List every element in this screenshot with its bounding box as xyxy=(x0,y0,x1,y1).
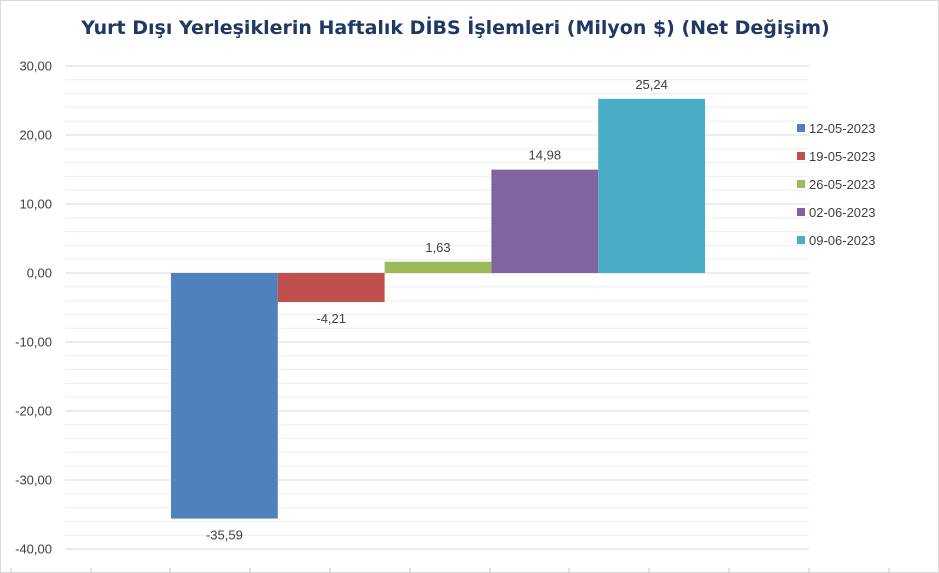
data-label: -35,59 xyxy=(206,528,243,543)
legend-swatch xyxy=(797,152,805,160)
bar-09-06-2023 xyxy=(598,98,705,274)
bar-02-06-2023 xyxy=(491,169,599,273)
legend-swatch xyxy=(797,236,805,244)
y-tick-label: 10,00 xyxy=(19,197,52,212)
data-label: 25,24 xyxy=(635,77,668,92)
data-label: 14,98 xyxy=(529,148,562,163)
legend-label: 12-05-2023 xyxy=(809,121,876,136)
bar-26-05-2023 xyxy=(384,261,492,273)
legend-swatch xyxy=(797,124,805,132)
y-tick-label: -30,00 xyxy=(15,473,52,488)
data-label: 1,63 xyxy=(425,240,450,255)
bar-12-05-2023 xyxy=(171,273,278,519)
y-tick-label: 30,00 xyxy=(19,59,52,74)
legend-swatch xyxy=(797,180,805,188)
legend-swatch xyxy=(797,208,805,216)
y-tick-label: -40,00 xyxy=(15,542,52,557)
legend-label: 09-06-2023 xyxy=(809,233,876,248)
legend-label: 19-05-2023 xyxy=(809,149,876,164)
legend-label: 26-05-2023 xyxy=(809,177,876,192)
chart-title: Yurt Dışı Yerleşiklerin Haftalık DİBS İş… xyxy=(81,17,830,39)
data-label: -4,21 xyxy=(316,311,346,326)
legend-label: 02-06-2023 xyxy=(809,205,876,220)
y-tick-label: -10,00 xyxy=(15,335,52,350)
bar-19-05-2023 xyxy=(277,273,385,303)
y-tick-label: 0,00 xyxy=(27,266,52,281)
y-tick-label: 20,00 xyxy=(19,128,52,143)
y-tick-label: -20,00 xyxy=(15,404,52,419)
